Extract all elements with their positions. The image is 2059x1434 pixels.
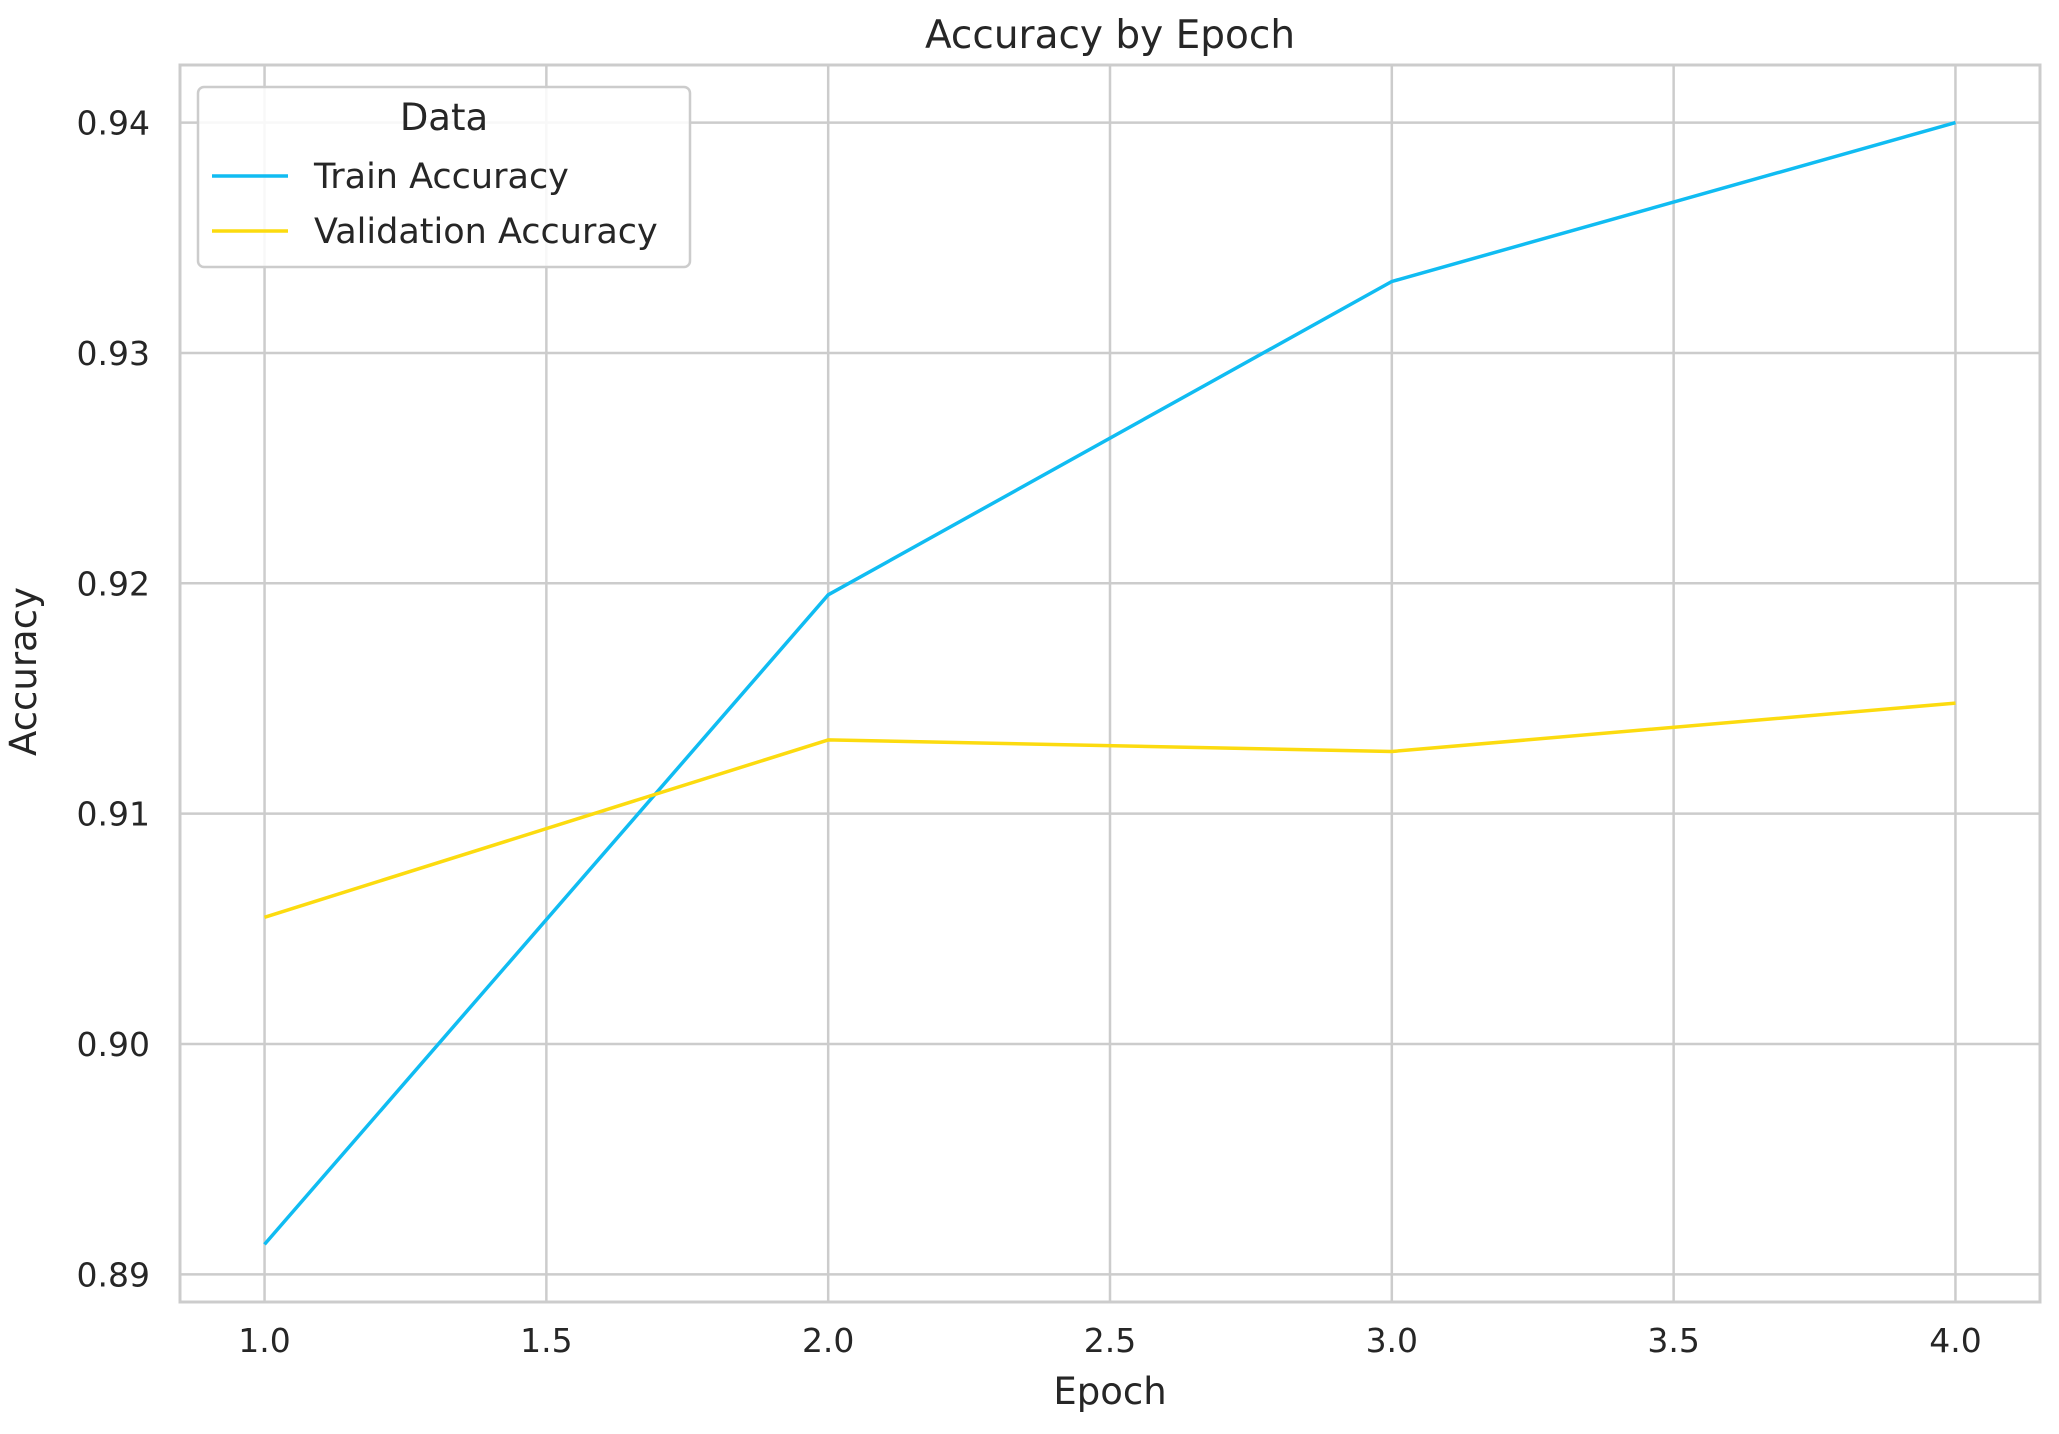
x-tick-label: 2.0 [802, 1321, 854, 1360]
x-tick-labels: 1.0 1.5 2.0 2.5 3.0 3.5 4.0 [238, 1321, 1981, 1360]
chart-title: Accuracy by Epoch [925, 13, 1295, 58]
legend-title: Data [400, 96, 488, 139]
y-tick-labels: 0.89 0.90 0.91 0.92 0.93 0.94 [77, 104, 150, 1295]
y-tick-label: 0.89 [77, 1255, 150, 1294]
legend-box [196, 85, 692, 269]
legend-items: Train Accuracy Validation Accuracy [212, 157, 658, 252]
y-tick-label: 0.93 [77, 334, 150, 373]
x-tick-label: 4.0 [1929, 1321, 1981, 1360]
y-tick-label: 0.94 [77, 104, 150, 143]
x-axis-label: Epoch [1053, 1370, 1166, 1413]
series-layer [263, 120, 1956, 1246]
x-tick-label: 3.5 [1647, 1321, 1699, 1360]
series-line-1 [263, 120, 1956, 1246]
legend: Data Train Accuracy Validation Accuracy [196, 85, 692, 269]
x-tick-label: 1.0 [238, 1321, 290, 1360]
x-tick-label: 1.5 [520, 1321, 572, 1360]
x-tick-label: 2.5 [1084, 1321, 1136, 1360]
grid-layer [180, 65, 2040, 1302]
legend-entry-label: Train Accuracy [313, 157, 569, 197]
plot-frame [178, 63, 2042, 1304]
legend-entry-label: Validation Accuracy [314, 212, 658, 252]
y-tick-label: 0.90 [77, 1025, 150, 1064]
y-tick-label: 0.91 [77, 795, 150, 834]
x-tick-label: 3.0 [1366, 1321, 1418, 1360]
y-axis-label: Accuracy [2, 587, 45, 756]
y-tick-label: 0.92 [77, 564, 150, 603]
series-line-2 [263, 701, 1956, 919]
